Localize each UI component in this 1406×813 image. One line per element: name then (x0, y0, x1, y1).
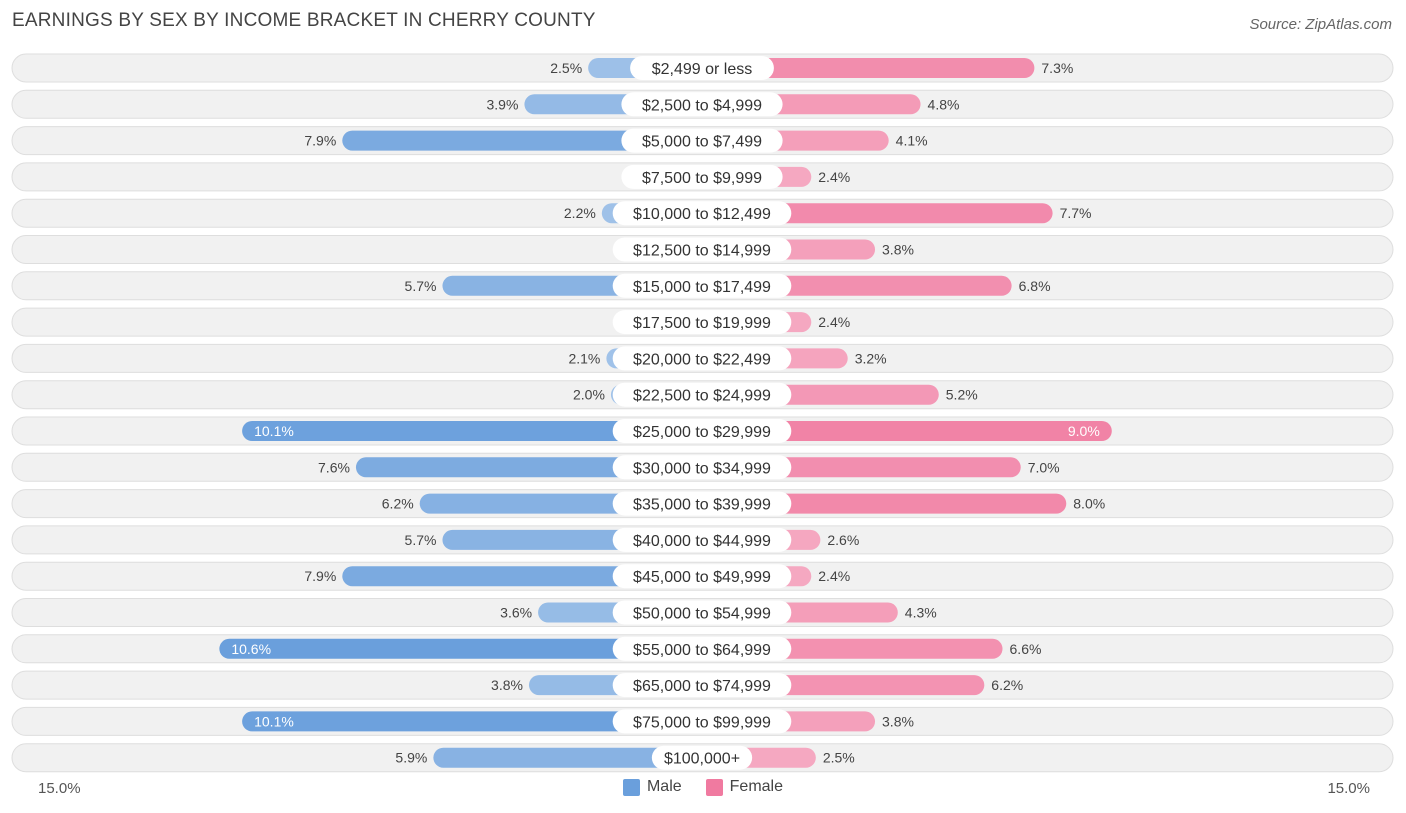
category-label: $100,000+ (664, 751, 740, 768)
category-label: $50,000 to $54,999 (633, 606, 771, 623)
value-label-male: 2.5% (550, 60, 582, 76)
value-label-female: 2.4% (818, 169, 850, 185)
chart-title: EARNINGS BY SEX BY INCOME BRACKET IN CHE… (12, 10, 596, 31)
category-label: $25,000 to $29,999 (633, 424, 771, 441)
category-label: $75,000 to $99,999 (633, 714, 771, 731)
legend-swatch-male (622, 778, 640, 796)
value-label-female: 9.0% (1068, 423, 1100, 439)
category-label: $20,000 to $22,499 (633, 351, 771, 368)
bar-female (702, 421, 1112, 441)
category-label: $5,000 to $7,499 (642, 134, 762, 151)
category-pill (612, 382, 792, 407)
chart-legend: Male Female (0, 778, 1406, 796)
value-label-female: 5.2% (946, 387, 978, 403)
value-label-male: 3.8% (491, 677, 523, 693)
category-pill (612, 346, 792, 371)
legend-swatch-female (705, 778, 723, 796)
value-label-female: 7.3% (1041, 60, 1073, 76)
value-label-female: 6.6% (1010, 641, 1042, 657)
value-label-female: 4.3% (905, 605, 937, 621)
category-pill (612, 636, 792, 661)
value-label-female: 4.1% (896, 133, 928, 149)
value-label-male: 5.9% (395, 750, 427, 766)
category-label: $45,000 to $49,999 (633, 569, 771, 586)
bar-male (242, 421, 702, 441)
value-label-female: 7.7% (1060, 205, 1092, 221)
value-label-male: 2.0% (573, 387, 605, 403)
bar-female (702, 58, 1035, 78)
value-label-female: 2.4% (818, 314, 850, 330)
value-label-female: 7.0% (1028, 459, 1060, 475)
category-pill (612, 491, 792, 516)
bar-male (219, 638, 702, 659)
value-label-female: 3.8% (882, 242, 914, 258)
category-pill (630, 56, 774, 80)
category-label: $40,000 to $44,999 (633, 533, 771, 550)
legend-item-female: Female (705, 778, 784, 796)
category-pill (612, 600, 792, 625)
category-label: $15,000 to $17,499 (633, 279, 771, 296)
category-label: $17,500 to $19,999 (633, 315, 771, 332)
category-pill (612, 673, 792, 698)
category-pill (621, 164, 783, 189)
value-label-male: 2.1% (568, 350, 600, 366)
value-label-female: 4.8% (928, 96, 960, 112)
category-label: $2,499 or less (652, 61, 753, 78)
value-label-male: 10.6% (231, 641, 271, 657)
value-label-male: 7.9% (304, 133, 336, 149)
axis-left-label: 15.0% (38, 780, 81, 797)
legend-item-male: Male (622, 778, 682, 796)
category-label: $30,000 to $34,999 (633, 460, 771, 477)
bar-male (342, 130, 702, 151)
value-label-male: 3.9% (486, 96, 518, 112)
category-pill (621, 128, 783, 153)
category-label: $7,500 to $9,999 (642, 170, 762, 187)
value-label-male: 7.9% (304, 568, 336, 584)
value-label-female: 6.2% (991, 677, 1023, 693)
legend-label-male: Male (646, 778, 682, 795)
bar-male (242, 711, 702, 732)
chart-plot: 2.5% 7.3% $2,499 or less 3.9% 4.8% $2,500 to … (11, 53, 1394, 773)
category-label: $55,000 to $64,999 (633, 642, 771, 659)
value-label-male: 10.1% (254, 713, 294, 729)
category-label: $65,000 to $74,999 (633, 678, 771, 695)
category-label: $35,000 to $39,999 (633, 497, 771, 514)
category-label: $12,500 to $14,999 (633, 243, 771, 260)
value-label-female: 3.8% (882, 713, 914, 729)
category-pill (612, 709, 792, 734)
value-label-male: 5.7% (405, 278, 437, 294)
category-pill (612, 419, 792, 443)
category-label: $22,500 to $24,999 (633, 388, 771, 405)
category-pill (612, 310, 792, 335)
value-label-female: 2.6% (827, 532, 859, 548)
category-pill (612, 201, 792, 226)
category-pill (612, 455, 792, 480)
category-pill (612, 237, 792, 262)
category-pill (612, 273, 792, 298)
bar-female (702, 493, 1067, 514)
value-label-female: 2.4% (818, 568, 850, 584)
category-label: $10,000 to $12,499 (633, 206, 771, 223)
category-pill (612, 527, 792, 552)
category-label: $2,500 to $4,999 (642, 97, 762, 114)
value-label-male: 3.6% (500, 605, 532, 621)
bar-male (342, 566, 702, 587)
chart-source: Source: ZipAtlas.com (1249, 16, 1392, 33)
value-label-female: 2.5% (823, 750, 855, 766)
axis-right-label: 15.0% (1327, 780, 1370, 797)
value-label-male: 2.2% (564, 205, 596, 221)
value-label-male: 7.6% (318, 459, 350, 475)
category-pill (651, 745, 753, 770)
value-label-male: 5.7% (405, 532, 437, 548)
value-label-male: 10.1% (254, 423, 294, 439)
value-label-female: 3.2% (855, 350, 887, 366)
category-pill (612, 564, 792, 589)
value-label-male: 6.2% (382, 496, 414, 512)
bar-male (433, 747, 702, 768)
legend-label-female: Female (729, 778, 784, 795)
value-label-female: 6.8% (1019, 278, 1051, 294)
value-label-female: 8.0% (1073, 496, 1105, 512)
category-pill (621, 92, 783, 117)
